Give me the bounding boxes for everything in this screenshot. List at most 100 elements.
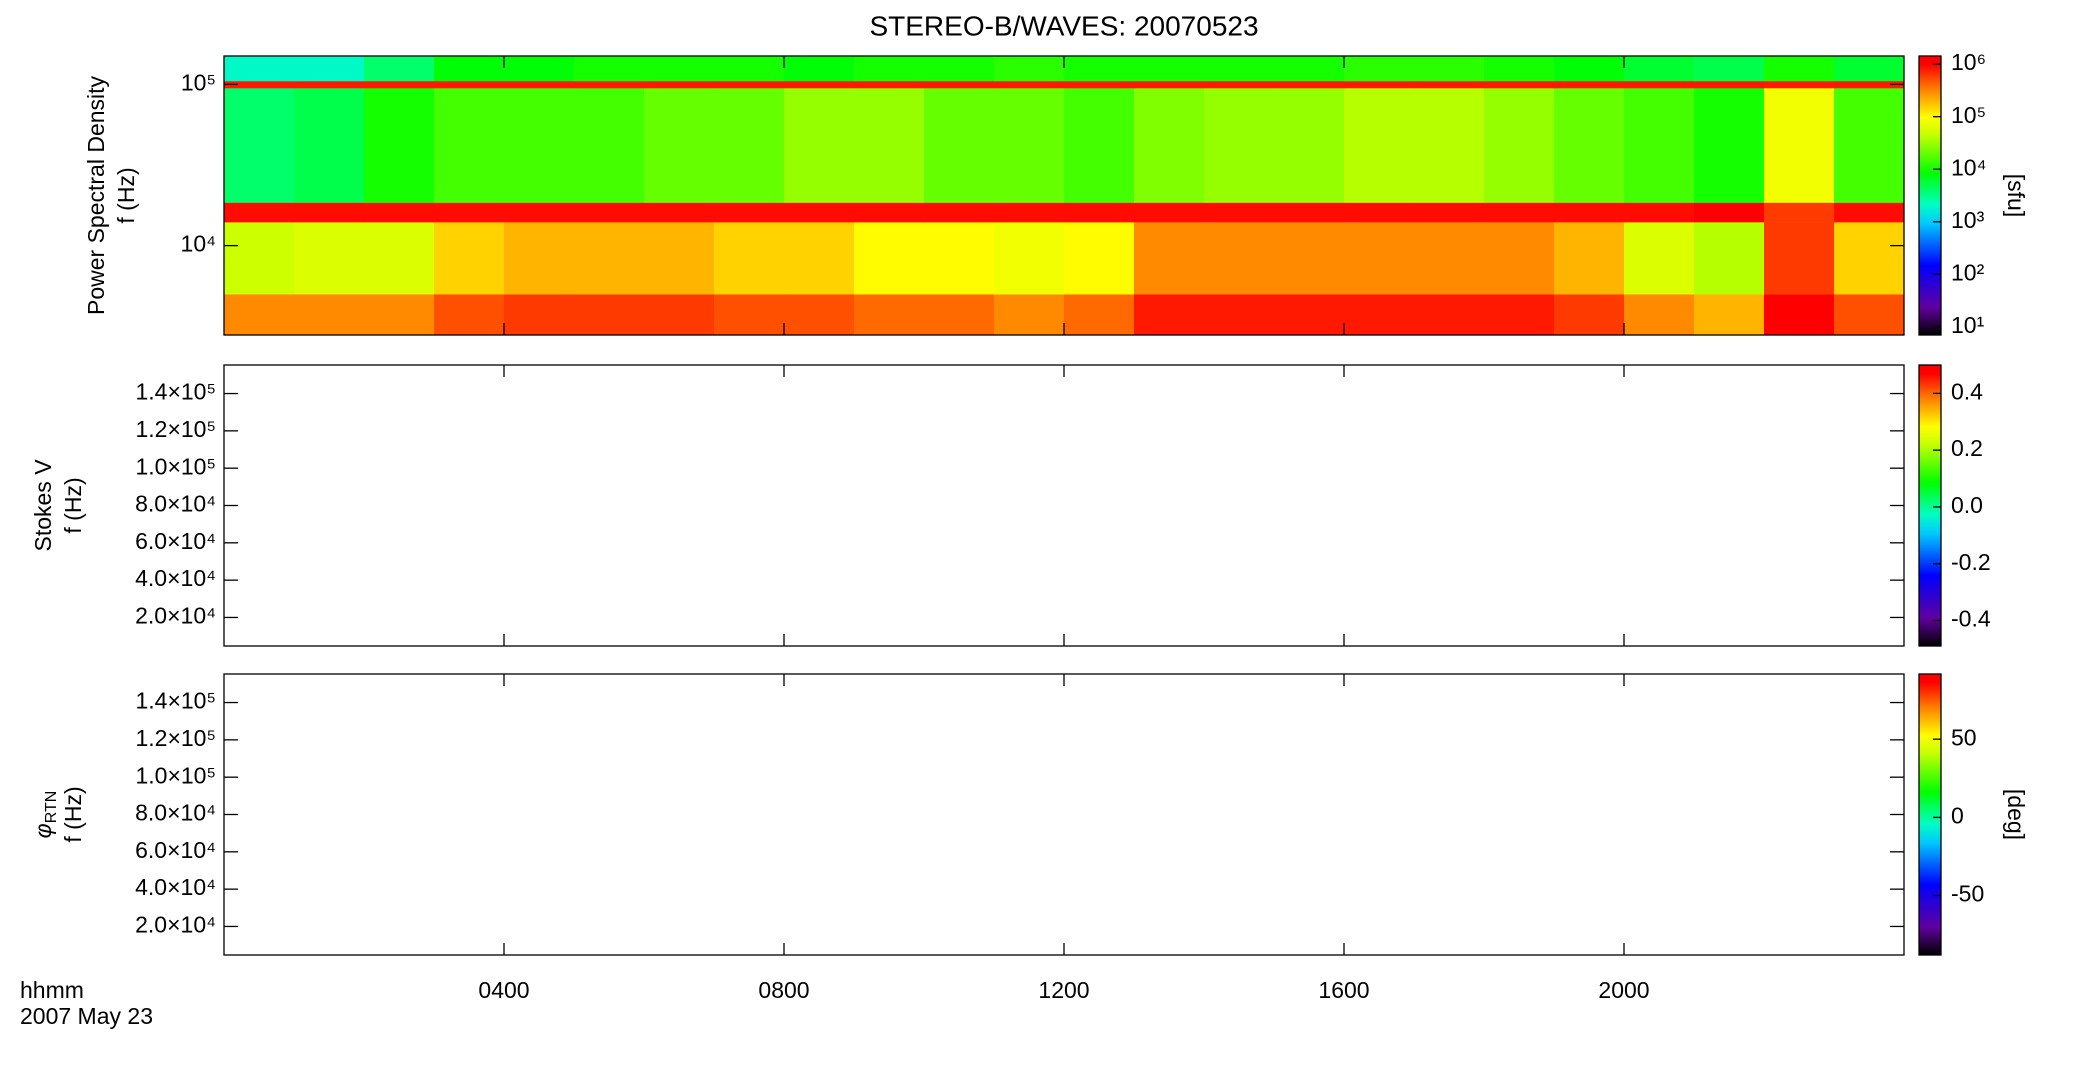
- heatmap-cell: [924, 202, 995, 223]
- heatmap-cell: [784, 294, 855, 336]
- heatmap-cell: [1834, 80, 1905, 89]
- heatmap-cell: [1554, 56, 1625, 82]
- y-axis-label: f (Hz): [113, 167, 139, 223]
- plot-frame: [223, 364, 1905, 647]
- heatmap-cell: [434, 56, 505, 82]
- heatmap-cell: [1414, 222, 1485, 295]
- heatmap-cell: [1344, 202, 1415, 223]
- heatmap-cell: [1134, 202, 1205, 223]
- colorbar-tick-label: 0.2: [1951, 435, 1983, 461]
- heatmap-cell: [994, 202, 1065, 223]
- heatmap-cell: [714, 87, 785, 203]
- heatmap-cell: [1484, 202, 1555, 223]
- heatmap-cell: [294, 294, 365, 336]
- y-tick-label: 1.2×10⁵: [135, 725, 216, 751]
- heatmap-cell: [994, 222, 1065, 295]
- heatmap-cell: [1484, 80, 1555, 89]
- heatmap-cell: [1764, 87, 1835, 203]
- heatmap-cell: [574, 202, 645, 223]
- heatmap-cell: [1414, 87, 1485, 203]
- y-tick-label: 10⁵: [181, 69, 216, 95]
- heatmap-cell: [1694, 87, 1765, 203]
- y-tick-label: 4.0×10⁴: [135, 874, 216, 900]
- heatmap-cell: [854, 222, 925, 295]
- heatmap-cell: [1414, 202, 1485, 223]
- heatmap-cell: [1694, 294, 1765, 336]
- colorbar-tick-label: -50: [1951, 881, 1984, 907]
- heatmap-cell: [504, 222, 575, 295]
- x-axis-label: hhmm: [20, 977, 84, 1003]
- heatmap-cell: [854, 56, 925, 82]
- colorbar-tick-label: 0.4: [1951, 378, 1983, 404]
- heatmap-cell: [1484, 294, 1555, 336]
- heatmap-cell: [1274, 80, 1345, 89]
- heatmap-cell: [644, 87, 715, 203]
- colorbar-tick-label: 0: [1951, 802, 1964, 828]
- heatmap-cell: [1694, 80, 1765, 89]
- heatmap-cell: [1834, 87, 1905, 203]
- y-tick-label: 4.0×10⁴: [135, 565, 216, 591]
- heatmap-cell: [1764, 222, 1835, 295]
- heatmap-cell: [504, 56, 575, 82]
- heatmap-cell: [1624, 56, 1695, 82]
- heatmap-cell: [644, 294, 715, 336]
- colorbar-tick-label: -0.2: [1951, 549, 1991, 575]
- heatmap-cell: [644, 56, 715, 82]
- heatmap-cell: [1344, 294, 1415, 336]
- heatmap-cell: [1414, 294, 1485, 336]
- heatmap-cell: [784, 87, 855, 203]
- heatmap-cell: [434, 222, 505, 295]
- heatmap-cell: [1204, 202, 1275, 223]
- y-tick-label: 2.0×10⁴: [135, 912, 216, 938]
- heatmap-cell: [1624, 80, 1695, 89]
- heatmap-cell: [294, 202, 365, 223]
- heatmap-cell: [1204, 294, 1275, 336]
- heatmap-cell: [1764, 294, 1835, 336]
- heatmap-cell: [434, 87, 505, 203]
- heatmap-cell: [854, 202, 925, 223]
- heatmap-cell: [714, 294, 785, 336]
- heatmap-cell: [364, 87, 435, 203]
- heatmap-cell: [294, 80, 365, 89]
- heatmap-cell: [574, 80, 645, 89]
- heatmap-cell: [1274, 56, 1345, 82]
- heatmap-cell: [714, 56, 785, 82]
- heatmap-cell: [1204, 87, 1275, 203]
- heatmap-cell: [714, 222, 785, 295]
- heatmap-cell: [1344, 222, 1415, 295]
- y-tick-label: 1.4×10⁵: [135, 379, 216, 405]
- y-tick-label: 6.0×10⁴: [135, 528, 216, 554]
- heatmap-cell: [224, 56, 295, 82]
- heatmap-cell: [1344, 80, 1415, 89]
- heatmap-cell: [1834, 202, 1905, 223]
- heatmap-cell: [1274, 202, 1345, 223]
- heatmap-cell: [1764, 56, 1835, 82]
- x-tick-label: 1200: [1038, 977, 1089, 1003]
- heatmap-cell: [784, 222, 855, 295]
- heatmap-cell: [1134, 80, 1205, 89]
- heatmap-cell: [434, 202, 505, 223]
- y-tick-label: 6.0×10⁴: [135, 837, 216, 863]
- heatmap-cell: [1834, 56, 1905, 82]
- heatmap-cell: [1834, 294, 1905, 336]
- date-label: 2007 May 23: [20, 1003, 153, 1029]
- plot-frame: [223, 673, 1905, 956]
- heatmap-cell: [294, 87, 365, 203]
- colorbar: [1918, 673, 1942, 956]
- heatmap-cell: [1624, 202, 1695, 223]
- heatmap-cell: [1064, 87, 1135, 203]
- heatmap-cell: [1484, 56, 1555, 82]
- colorbar-tick-label: 50: [1951, 724, 1977, 750]
- y-axis-label: f (Hz): [60, 786, 86, 842]
- heatmap-cell: [364, 222, 435, 295]
- heatmap-cell: [574, 56, 645, 82]
- heatmap-cell: [924, 87, 995, 203]
- heatmap-cell: [1204, 222, 1275, 295]
- x-tick-label: 2000: [1598, 977, 1649, 1003]
- y-axis-label-subscript: RTN: [43, 791, 60, 824]
- heatmap-cell: [854, 87, 925, 203]
- y-tick-label: 10⁴: [181, 231, 216, 257]
- heatmap-cell: [1624, 222, 1695, 295]
- heatmap-cell: [854, 294, 925, 336]
- heatmap-cell: [1484, 222, 1555, 295]
